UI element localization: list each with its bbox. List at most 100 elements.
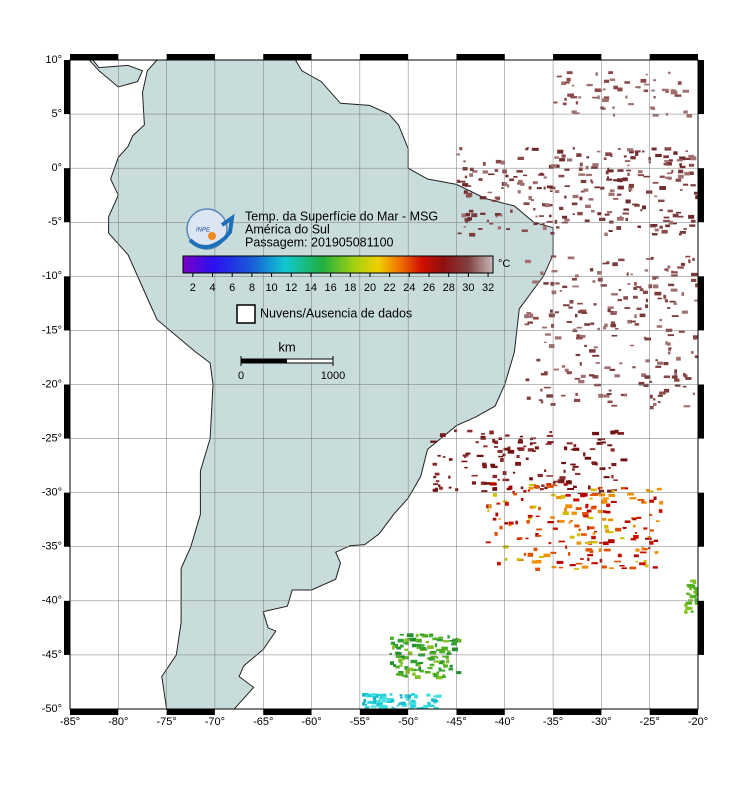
sst-pixel xyxy=(405,669,410,674)
sst-pixel xyxy=(603,541,609,546)
sst-pixel xyxy=(418,661,424,665)
sst-pixel xyxy=(611,335,618,337)
sst-pixel xyxy=(694,355,698,359)
sst-pixel xyxy=(611,490,615,493)
subtitle: América do Sul xyxy=(245,222,330,236)
sst-pixel xyxy=(607,169,614,173)
sst-pixel xyxy=(620,537,625,540)
sst-pixel xyxy=(546,484,554,488)
sst-pixel xyxy=(456,179,460,184)
sst-pixel xyxy=(517,447,525,451)
sst-pixel xyxy=(464,466,468,469)
sst-pixel xyxy=(401,674,406,677)
sst-pixel xyxy=(645,298,649,303)
sst-pixel xyxy=(562,285,568,289)
frame-bar xyxy=(64,600,70,655)
sst-pixel xyxy=(587,516,594,520)
sst-pixel xyxy=(541,484,545,487)
sst-pixel xyxy=(663,162,668,166)
sst-pixel xyxy=(618,289,622,291)
sst-pixel xyxy=(553,368,560,371)
sst-pixel xyxy=(628,190,632,192)
sst-pixel xyxy=(665,224,670,228)
sst-pixel xyxy=(576,326,583,329)
sst-pixel xyxy=(539,488,544,491)
sst-pixel xyxy=(574,524,580,528)
sst-pixel xyxy=(401,703,408,707)
sst-pixel xyxy=(498,455,504,458)
sst-pixel xyxy=(685,607,693,610)
sst-pixel xyxy=(483,482,491,485)
sst-pixel xyxy=(399,634,404,636)
sst-pixel xyxy=(462,183,469,187)
sst-pixel xyxy=(688,154,695,158)
sst-pixel xyxy=(604,323,608,328)
sst-pixel xyxy=(469,167,474,172)
sst-pixel xyxy=(586,509,592,513)
sst-pixel xyxy=(521,229,528,233)
sst-pixel xyxy=(540,400,544,404)
sst-pixel xyxy=(650,224,658,227)
sst-pixel xyxy=(591,492,599,496)
sst-pixel xyxy=(686,114,693,118)
sst-pixel xyxy=(495,512,499,517)
sst-pixel xyxy=(617,554,622,558)
sst-pixel xyxy=(619,178,623,183)
sst-pixel xyxy=(529,313,534,318)
sst-pixel xyxy=(678,174,684,179)
sst-pixel xyxy=(632,524,636,528)
sst-pixel xyxy=(535,215,538,218)
sst-pixel xyxy=(448,475,451,479)
sst-pixel xyxy=(580,374,586,378)
frame-bar xyxy=(166,709,215,715)
sst-pixel xyxy=(611,463,617,467)
sst-pixel xyxy=(561,154,566,158)
sst-pixel xyxy=(617,169,624,172)
sst-pixel xyxy=(403,642,409,644)
sst-pixel xyxy=(386,698,394,702)
sst-pixel xyxy=(598,393,604,398)
lon-tick-label: -45° xyxy=(446,716,466,728)
sst-pixel xyxy=(398,703,401,706)
sst-pixel xyxy=(634,204,640,207)
sst-pixel xyxy=(637,174,645,177)
sst-pixel xyxy=(494,440,499,445)
sst-pixel xyxy=(488,173,495,176)
sst-pixel xyxy=(416,646,423,649)
colorbar-tick-label: 26 xyxy=(423,282,435,294)
frame-bar xyxy=(553,54,602,60)
sst-pixel xyxy=(400,661,404,665)
sst-pixel xyxy=(504,501,509,506)
sst-pixel xyxy=(439,486,443,490)
sst-pixel xyxy=(603,96,610,100)
sst-pixel xyxy=(667,209,673,213)
sst-pixel xyxy=(667,307,671,309)
sst-pixel xyxy=(615,527,622,532)
sst-pixel xyxy=(623,393,627,397)
sst-pixel xyxy=(471,481,477,485)
sst-pixel xyxy=(616,193,622,196)
sst-pixel xyxy=(530,438,534,441)
sst-pixel xyxy=(465,452,471,455)
sst-pixel xyxy=(393,664,397,667)
sst-pixel xyxy=(509,178,515,182)
sst-pixel xyxy=(622,177,628,182)
sst-pixel xyxy=(437,636,443,639)
sst-pixel xyxy=(546,483,552,486)
sst-pixel xyxy=(652,277,657,280)
sst-pixel xyxy=(559,476,566,480)
sst-pixel xyxy=(543,282,549,285)
sst-pixel xyxy=(653,539,659,542)
sst-pixel xyxy=(427,666,433,670)
sst-pixel xyxy=(602,518,607,521)
sst-pixel xyxy=(378,706,385,709)
sst-pixel xyxy=(626,169,632,172)
sst-pixel xyxy=(435,675,443,680)
sst-pixel xyxy=(693,191,698,195)
frame-bar xyxy=(64,168,70,223)
sst-pixel xyxy=(512,471,516,474)
sst-pixel xyxy=(537,473,543,478)
sst-pixel xyxy=(625,199,631,204)
sst-pixel xyxy=(661,229,668,234)
sst-pixel xyxy=(657,394,663,397)
